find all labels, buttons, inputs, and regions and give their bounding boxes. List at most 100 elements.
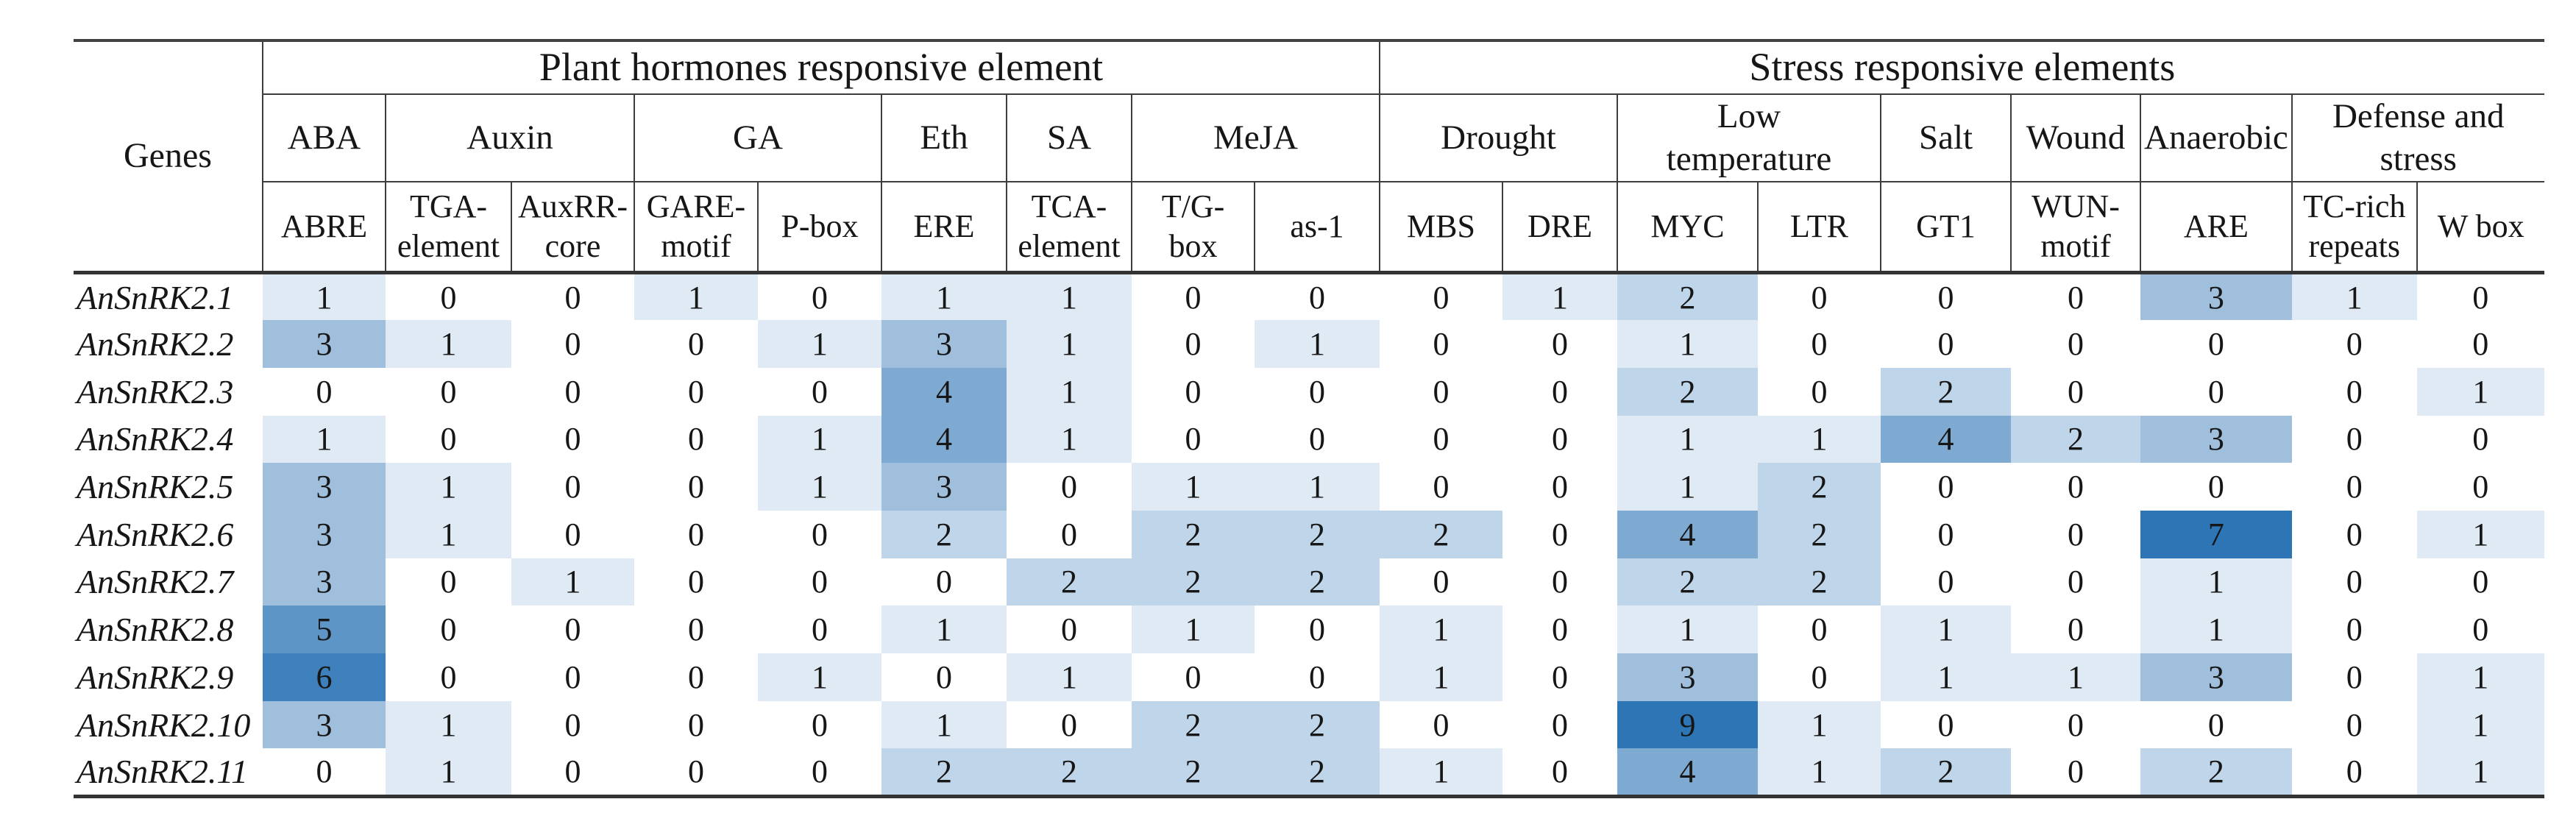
value-cell: 0 bbox=[511, 510, 634, 558]
value-cell: 2 bbox=[881, 748, 1007, 797]
value-cell: 0 bbox=[1758, 606, 1881, 653]
value-cell: 3 bbox=[2140, 415, 2292, 464]
value-cell: 0 bbox=[511, 606, 634, 653]
value-cell: 1 bbox=[2416, 510, 2544, 558]
value-cell: 0 bbox=[634, 558, 758, 606]
value-cell: 0 bbox=[1007, 700, 1132, 749]
value-cell: 2 bbox=[881, 510, 1007, 558]
cis-elements-table: Genes Plant hormones responsive element St… bbox=[74, 39, 2544, 798]
value-cell: 0 bbox=[1758, 272, 1881, 321]
value-cell: 1 bbox=[1007, 320, 1132, 368]
element-header-cell: LTR bbox=[1757, 182, 1881, 274]
value-cell: 2 bbox=[1881, 367, 2011, 416]
value-cell: 2 bbox=[1007, 558, 1132, 606]
group-header-hormones: Plant hormones responsive element bbox=[262, 40, 1380, 95]
value-cell: 0 bbox=[2416, 558, 2544, 606]
element-header-cell: WUN- motif bbox=[2010, 182, 2141, 274]
category-header-cell: Low temperature bbox=[1617, 94, 1881, 182]
value-cell: 0 bbox=[1380, 272, 1502, 321]
category-header-cell: MeJA bbox=[1131, 94, 1380, 182]
value-cell: 0 bbox=[1132, 415, 1255, 464]
element-header-cell: DRE bbox=[1502, 182, 1618, 274]
value-cell: 0 bbox=[634, 463, 758, 511]
value-cell: 0 bbox=[2011, 558, 2140, 606]
value-cell: 1 bbox=[1380, 748, 1502, 797]
gene-name-cell: AnSnRK2.8 bbox=[74, 606, 263, 653]
value-cell: 4 bbox=[1881, 415, 2011, 464]
element-header-cell: TC-rich repeats bbox=[2291, 182, 2418, 274]
value-cell: 0 bbox=[2416, 606, 2544, 653]
value-cell: 0 bbox=[1255, 653, 1380, 701]
value-cell: 2 bbox=[1255, 558, 1380, 606]
value-cell: 0 bbox=[511, 653, 634, 701]
value-cell: 1 bbox=[1758, 748, 1881, 797]
category-header-cell: Eth bbox=[881, 94, 1007, 182]
value-cell: 0 bbox=[1502, 558, 1617, 606]
value-cell: 0 bbox=[2011, 700, 2140, 749]
value-cell: 2 bbox=[1758, 510, 1881, 558]
value-cell: 0 bbox=[1132, 653, 1255, 701]
value-cell: 1 bbox=[881, 606, 1007, 653]
table-row: AnSnRK2.11 0 1 0 0 0 2 2 2 2 1 0 4 1 2 0 2 0 1 bbox=[74, 748, 2544, 797]
value-cell: 1 bbox=[1132, 463, 1255, 511]
table-row: AnSnRK2.3 0 0 0 0 0 4 1 0 0 0 0 2 0 2 0 0 0 1 bbox=[74, 367, 2544, 416]
gene-name-cell: AnSnRK2.9 bbox=[74, 653, 263, 701]
value-cell: 0 bbox=[881, 653, 1007, 701]
value-cell: 2 bbox=[1132, 510, 1255, 558]
table-row: AnSnRK2.6 3 1 0 0 0 2 0 2 2 2 0 4 2 0 0 7 0 1 bbox=[74, 510, 2544, 558]
value-cell: 5 bbox=[263, 606, 386, 653]
value-cell: 3 bbox=[263, 510, 386, 558]
value-cell: 1 bbox=[1007, 272, 1132, 321]
value-cell: 0 bbox=[2291, 748, 2417, 797]
value-cell: 1 bbox=[1617, 415, 1758, 464]
value-cell: 0 bbox=[634, 606, 758, 653]
header-row-elements: ABRE TGA- element AuxRR- core GARE- motif P-… bbox=[74, 182, 2544, 274]
value-cell: 1 bbox=[881, 700, 1007, 749]
value-cell: 2 bbox=[1255, 510, 1380, 558]
value-cell: 0 bbox=[634, 700, 758, 749]
category-header-cell: Salt bbox=[1880, 94, 2012, 182]
element-header-cell: as-1 bbox=[1254, 182, 1380, 274]
table-body: AnSnRK2.1 1 0 0 1 0 1 1 0 0 0 1 2 0 0 0 3 1 0 AnSnRK2.2 3 1 0 0… bbox=[74, 272, 2544, 797]
cis-elements-table-wrap: Genes Plant hormones responsive element St… bbox=[74, 39, 2544, 798]
gene-name-cell: AnSnRK2.7 bbox=[74, 558, 263, 606]
category-header-cell: Defense and stress bbox=[2291, 94, 2544, 182]
value-cell: 0 bbox=[2140, 367, 2292, 416]
value-cell: 0 bbox=[1881, 463, 2011, 511]
value-cell: 0 bbox=[2140, 463, 2292, 511]
value-cell: 2 bbox=[1255, 700, 1380, 749]
category-header-cell: Auxin bbox=[385, 94, 635, 182]
table-row: AnSnRK2.10 3 1 0 0 0 1 0 2 2 0 0 9 1 0 0 0 0 1 bbox=[74, 700, 2544, 749]
value-cell: 0 bbox=[2416, 272, 2544, 321]
element-header-cell: AuxRR- core bbox=[511, 182, 635, 274]
value-cell: 1 bbox=[263, 272, 386, 321]
table-row: AnSnRK2.1 1 0 0 1 0 1 1 0 0 0 1 2 0 0 0 3 1 0 bbox=[74, 272, 2544, 321]
table-header: Genes Plant hormones responsive element St… bbox=[74, 40, 2544, 274]
value-cell: 3 bbox=[263, 558, 386, 606]
value-cell: 1 bbox=[1132, 606, 1255, 653]
value-cell: 1 bbox=[386, 463, 511, 511]
table-row: AnSnRK2.5 3 1 0 0 1 3 0 1 1 0 0 1 2 0 0 0 0 0 bbox=[74, 463, 2544, 511]
value-cell: 0 bbox=[386, 272, 511, 321]
value-cell: 0 bbox=[1758, 320, 1881, 368]
value-cell: 1 bbox=[386, 700, 511, 749]
value-cell: 1 bbox=[1881, 606, 2011, 653]
table-row: AnSnRK2.8 5 0 0 0 0 1 0 1 0 1 0 1 0 1 0 1 0 0 bbox=[74, 606, 2544, 653]
value-cell: 3 bbox=[2140, 653, 2292, 701]
gene-name-cell: AnSnRK2.2 bbox=[74, 320, 263, 368]
value-cell: 0 bbox=[386, 415, 511, 464]
value-cell: 0 bbox=[1881, 320, 2011, 368]
gene-name-cell: AnSnRK2.5 bbox=[74, 463, 263, 511]
value-cell: 4 bbox=[881, 367, 1007, 416]
value-cell: 0 bbox=[1380, 367, 1502, 416]
value-cell: 0 bbox=[2011, 272, 2140, 321]
element-header-cell: MYC bbox=[1617, 182, 1759, 274]
value-cell: 0 bbox=[1502, 415, 1617, 464]
value-cell: 0 bbox=[1881, 700, 2011, 749]
value-cell: 2 bbox=[1881, 748, 2011, 797]
value-cell: 0 bbox=[1502, 510, 1617, 558]
value-cell: 1 bbox=[2140, 558, 2292, 606]
value-cell: 0 bbox=[2011, 510, 2140, 558]
value-cell: 1 bbox=[1255, 320, 1380, 368]
category-header-cell: ABA bbox=[262, 94, 386, 182]
